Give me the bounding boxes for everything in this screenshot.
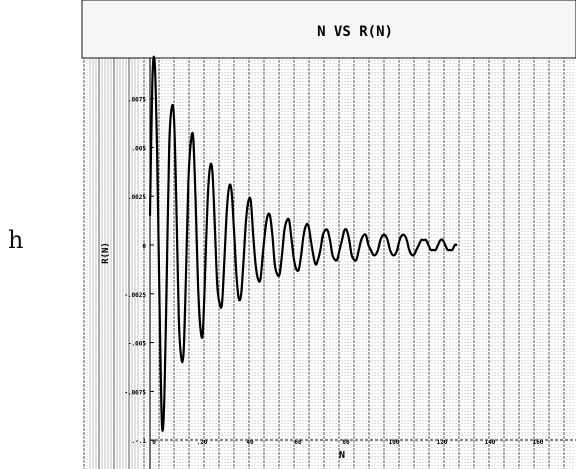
page-label: h — [8, 226, 24, 254]
y-tick-label: .-.1 — [132, 438, 147, 445]
y-tick-label: -.0025 — [124, 292, 146, 299]
x-tick-label: 140 — [485, 439, 496, 446]
x-tick-label: 60 — [294, 439, 302, 446]
x-tick-label: 160 — [533, 439, 544, 446]
x-tick-label: 40 — [246, 439, 254, 446]
y-tick-label: .0025 — [128, 194, 146, 201]
y-axis-label: R(N) — [101, 242, 111, 264]
y-tick-label: -.0075 — [124, 389, 146, 396]
series-line — [148, 55, 458, 432]
x-tick-label: 80 — [342, 439, 350, 446]
y-tick-label: 0 — [142, 243, 146, 250]
grid-lines — [82, 0, 576, 469]
chart-title: N VS R(N) — [317, 24, 393, 40]
y-tick-label: -.005 — [128, 341, 146, 348]
x-axis-label: N — [339, 450, 345, 461]
y-tick-label: .005 — [132, 145, 147, 152]
title-band — [82, 0, 576, 58]
x-tick-labels: 0 .20 40 60 80 100 120 140 160 — [152, 439, 544, 446]
title-band-border — [81, 0, 576, 59]
x-tick-label: 120 — [437, 439, 448, 446]
x-tick-label: 0 — [152, 439, 156, 446]
x-tick-label: 100 — [389, 439, 400, 446]
x-tick-label: .20 — [197, 439, 208, 446]
y-tick-label: .0075 — [128, 97, 146, 104]
